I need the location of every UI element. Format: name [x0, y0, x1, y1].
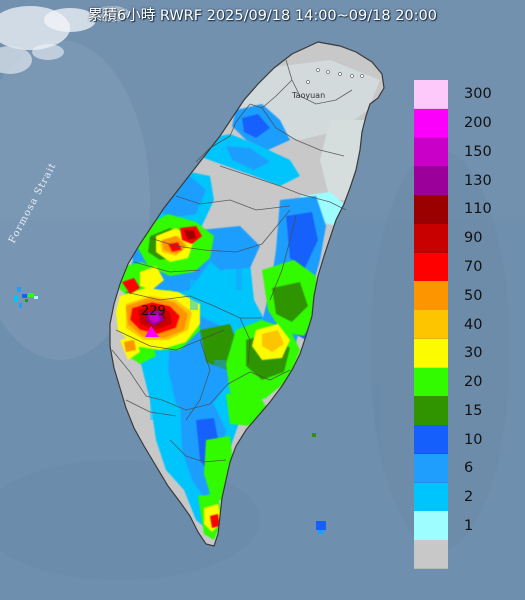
legend-swatch	[414, 166, 448, 196]
legend-swatch	[414, 195, 448, 225]
legend-label: 90	[464, 230, 483, 247]
china-coast-clouds	[0, 6, 130, 74]
city-markers	[306, 68, 364, 84]
legend-label: 130	[464, 172, 492, 189]
legend-label: 300	[464, 86, 492, 103]
legend-label: 15	[464, 402, 483, 419]
legend-label: 110	[464, 201, 492, 218]
legend-swatch	[414, 338, 448, 369]
rainfall-legend: 300 200 150 130 110 90 70 50 40 30 20 15 10 6 2 1	[414, 80, 516, 570]
legend-swatch	[414, 108, 448, 138]
legend-label: 6	[464, 460, 474, 477]
legend-swatch	[414, 80, 448, 110]
legend-label: 1	[464, 517, 474, 534]
city-label: Taoyuan	[291, 91, 325, 100]
coastline	[109, 41, 385, 547]
map-title: 累積6小時 RWRF 2025/09/18 14:00~09/18 20:00	[88, 8, 437, 24]
penghu-islands	[14, 287, 38, 308]
legend-swatch	[414, 367, 448, 397]
offshore-islands	[312, 433, 326, 534]
legend-swatch	[414, 540, 448, 570]
legend-swatch	[414, 281, 448, 311]
legend-label: 150	[464, 143, 492, 160]
legend-swatch	[414, 137, 448, 167]
legend-label: 50	[464, 287, 483, 304]
legend-label: 20	[464, 374, 483, 391]
legend-swatch	[414, 482, 448, 512]
legend-swatch	[414, 310, 448, 340]
max-rainfall-value: 229	[141, 304, 166, 319]
legend-label: 200	[464, 115, 492, 132]
legend-swatch	[414, 425, 448, 455]
legend-swatch	[414, 252, 448, 282]
legend-label: 2	[464, 489, 474, 506]
county-boundaries	[111, 59, 353, 463]
legend-swatch	[414, 396, 448, 426]
legend-swatch	[414, 453, 448, 484]
legend-label: 30	[464, 345, 483, 362]
legend-swatch	[414, 511, 448, 541]
legend-label: 70	[464, 258, 483, 275]
legend-label: 40	[464, 316, 483, 333]
legend-label: 10	[464, 431, 483, 448]
legend-swatch	[414, 223, 448, 254]
